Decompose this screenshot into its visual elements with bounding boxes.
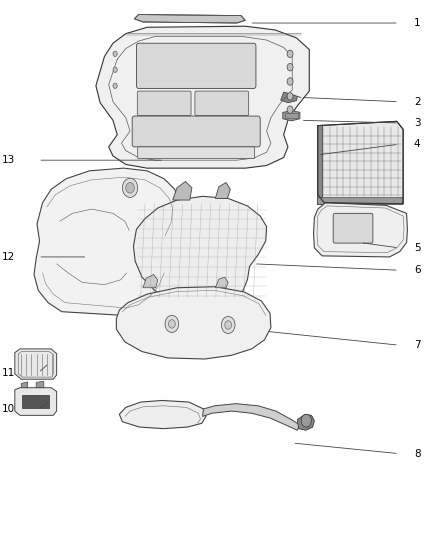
Polygon shape bbox=[96, 26, 309, 168]
Text: 2: 2 bbox=[414, 96, 420, 107]
FancyBboxPatch shape bbox=[138, 147, 254, 159]
FancyBboxPatch shape bbox=[333, 213, 373, 243]
Text: 3: 3 bbox=[414, 118, 420, 128]
Circle shape bbox=[287, 78, 293, 85]
Polygon shape bbox=[15, 387, 57, 415]
Polygon shape bbox=[215, 182, 230, 198]
Polygon shape bbox=[34, 168, 179, 316]
Text: 10: 10 bbox=[2, 404, 15, 414]
Circle shape bbox=[71, 219, 118, 277]
Bar bbox=[22, 395, 49, 408]
Bar bbox=[317, 125, 322, 204]
Circle shape bbox=[221, 317, 235, 334]
Circle shape bbox=[287, 63, 293, 71]
Circle shape bbox=[287, 93, 293, 100]
Text: 13: 13 bbox=[2, 155, 15, 165]
Text: 5: 5 bbox=[414, 243, 420, 253]
Circle shape bbox=[126, 182, 134, 193]
Circle shape bbox=[165, 316, 179, 333]
Polygon shape bbox=[120, 400, 206, 429]
Text: 6: 6 bbox=[414, 265, 420, 275]
Circle shape bbox=[64, 209, 125, 286]
Circle shape bbox=[169, 320, 175, 328]
Polygon shape bbox=[143, 274, 158, 288]
FancyBboxPatch shape bbox=[137, 91, 191, 116]
Polygon shape bbox=[117, 287, 271, 359]
Polygon shape bbox=[297, 414, 314, 430]
Circle shape bbox=[301, 414, 311, 427]
Polygon shape bbox=[314, 203, 407, 257]
Text: 11: 11 bbox=[2, 368, 15, 378]
Bar bbox=[317, 197, 403, 204]
Circle shape bbox=[225, 321, 232, 329]
Text: 7: 7 bbox=[414, 340, 420, 350]
Polygon shape bbox=[134, 196, 267, 304]
Circle shape bbox=[78, 228, 110, 268]
Polygon shape bbox=[134, 14, 245, 23]
Circle shape bbox=[113, 51, 117, 56]
Polygon shape bbox=[113, 273, 126, 288]
Polygon shape bbox=[21, 382, 28, 387]
Polygon shape bbox=[318, 122, 403, 204]
Circle shape bbox=[122, 178, 138, 197]
Circle shape bbox=[287, 106, 293, 114]
FancyBboxPatch shape bbox=[132, 116, 260, 147]
Polygon shape bbox=[15, 349, 57, 379]
Circle shape bbox=[113, 83, 117, 88]
Polygon shape bbox=[62, 272, 72, 287]
Polygon shape bbox=[51, 198, 134, 292]
Text: 4: 4 bbox=[414, 139, 420, 149]
Text: 1: 1 bbox=[414, 18, 420, 28]
FancyBboxPatch shape bbox=[195, 91, 249, 116]
Polygon shape bbox=[215, 277, 228, 288]
Text: 12: 12 bbox=[2, 252, 15, 262]
Polygon shape bbox=[173, 181, 192, 200]
Polygon shape bbox=[203, 403, 300, 430]
FancyBboxPatch shape bbox=[137, 43, 256, 88]
Polygon shape bbox=[36, 381, 44, 387]
Polygon shape bbox=[281, 92, 297, 103]
Polygon shape bbox=[283, 111, 300, 121]
Circle shape bbox=[287, 50, 293, 58]
Text: 8: 8 bbox=[414, 449, 420, 458]
Circle shape bbox=[113, 67, 117, 72]
